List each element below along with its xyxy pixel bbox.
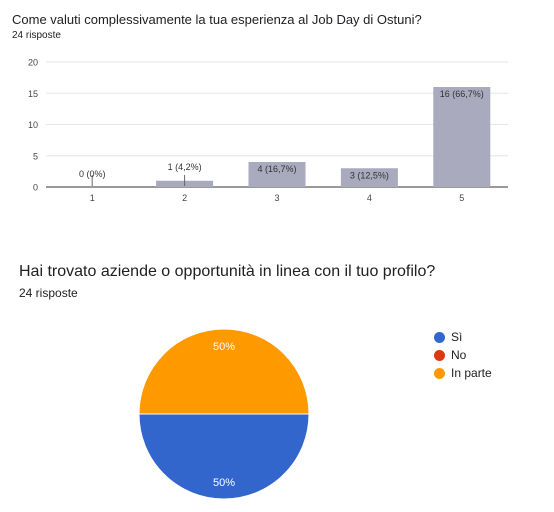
x-tick-label-3: 3 bbox=[274, 193, 279, 203]
question-2-response-count: 24 risposte bbox=[19, 286, 78, 300]
legend-label-in-parte: In parte bbox=[451, 366, 492, 380]
bar-4[interactable] bbox=[340, 168, 398, 187]
legend-swatch-no bbox=[434, 349, 445, 361]
y-tick-label: 5 bbox=[33, 151, 38, 161]
bar-value-label-2: 1 (4,2%) bbox=[168, 162, 202, 172]
bar-5[interactable] bbox=[433, 87, 491, 187]
legend-item-in-parte[interactable]: In parte bbox=[434, 364, 492, 382]
x-tick-label-1: 1 bbox=[90, 193, 95, 203]
legend-swatch-si bbox=[434, 331, 445, 343]
x-tick-label-2: 2 bbox=[182, 193, 187, 203]
pie-slice-s-[interactable] bbox=[138, 413, 310, 500]
bar-value-label-1: 0 (0%) bbox=[79, 169, 106, 179]
y-tick-label: 10 bbox=[28, 120, 38, 130]
y-tick-label: 0 bbox=[33, 183, 38, 193]
x-tick-label-5: 5 bbox=[459, 193, 464, 203]
pie-slice-in-parte[interactable] bbox=[138, 328, 310, 415]
bar-value-label-5: 16 (66,7%) bbox=[440, 89, 484, 99]
bar-value-label-3: 4 (16,7%) bbox=[257, 164, 296, 174]
bar-value-label-4: 3 (12,5%) bbox=[350, 170, 389, 180]
legend-swatch-in-parte bbox=[434, 367, 445, 379]
question-1-response-count: 24 risposte bbox=[12, 30, 61, 41]
legend-label-si: Sì bbox=[451, 330, 463, 344]
pie-legend: Sì No In parte bbox=[434, 328, 492, 382]
bar-chart: 0 5 10 15 20 0 (0%) 1 1 (4,2%) 2 4 (16,7%) 3 3 (12,… bbox=[28, 58, 508, 203]
bar-3[interactable] bbox=[248, 162, 306, 187]
legend-item-si[interactable]: Sì bbox=[434, 328, 492, 346]
legend-item-no[interactable]: No bbox=[434, 346, 492, 364]
pie-slice-label: 50% bbox=[213, 341, 235, 353]
y-tick-label: 20 bbox=[28, 58, 38, 68]
y-tick-label: 15 bbox=[28, 89, 38, 99]
question-1-title: Come valuti complessivamente la tua espe… bbox=[12, 12, 422, 27]
question-2-title: Hai trovato aziende o opportunità in lin… bbox=[19, 263, 436, 280]
pie-slice-label: 50% bbox=[213, 477, 235, 489]
x-tick-label-4: 4 bbox=[367, 193, 372, 203]
legend-label-no: No bbox=[451, 348, 467, 362]
